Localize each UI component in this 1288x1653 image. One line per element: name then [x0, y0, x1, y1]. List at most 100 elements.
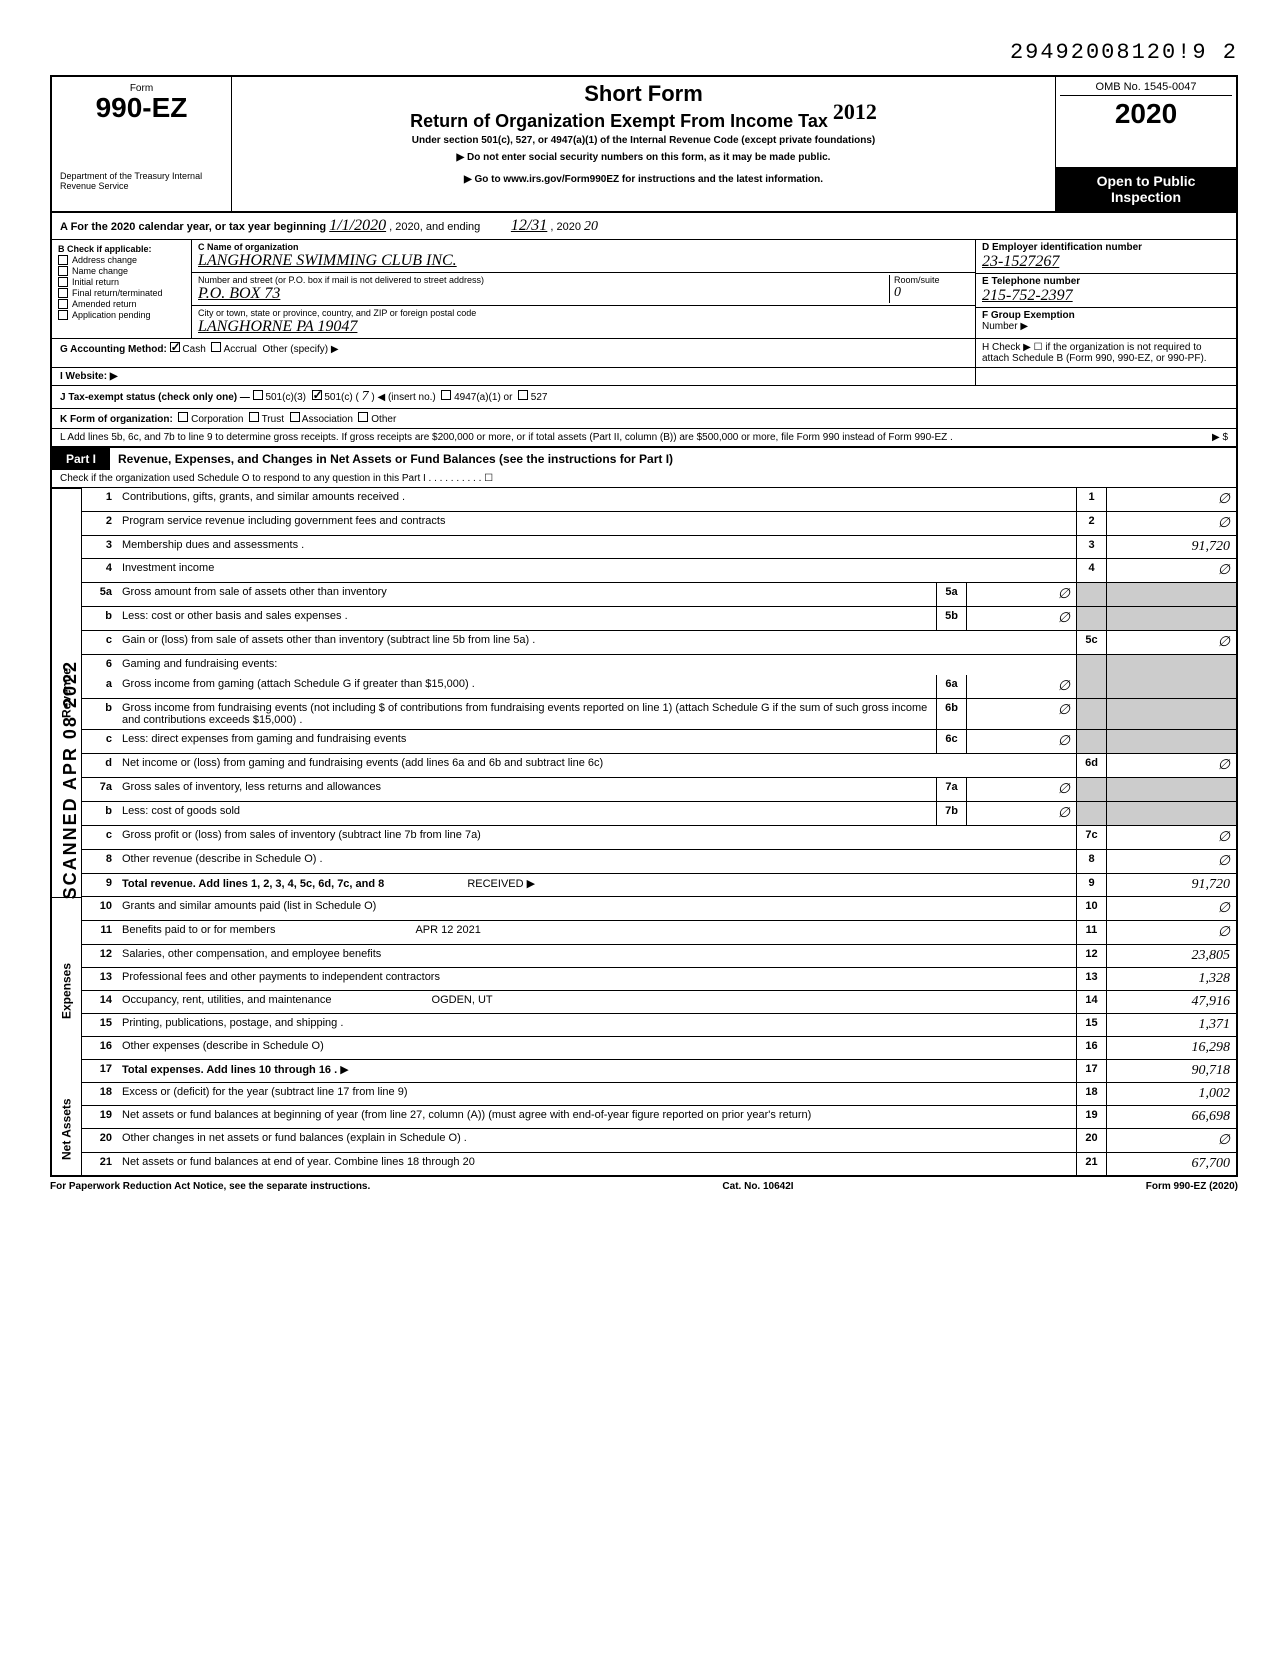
- rv-20: ∅: [1106, 1129, 1236, 1152]
- ld-15: Printing, publications, postage, and shi…: [118, 1014, 1076, 1036]
- form-number: 990-EZ: [60, 92, 223, 124]
- b-header: B Check if applicable:: [58, 244, 152, 254]
- j-opt1: 501(c)(3): [265, 392, 306, 403]
- ld-14: Occupancy, rent, utilities, and maintena…: [122, 994, 332, 1006]
- checkbox-association[interactable]: [290, 412, 300, 422]
- rn-5c: 5c: [1076, 631, 1106, 654]
- ld-5b: Less: cost or other basis and sales expe…: [118, 607, 936, 630]
- form-number-cell: Form 990-EZ: [52, 77, 232, 167]
- rn-7a-shade: [1076, 778, 1106, 801]
- ld-7a: Gross sales of inventory, less returns a…: [118, 778, 936, 801]
- j-opt2val: 7: [362, 389, 369, 404]
- form-warn2-cell: ▶ Go to www.irs.gov/Form990EZ for instru…: [232, 167, 1056, 211]
- rn-12: 12: [1076, 945, 1106, 967]
- b-item-0: Address change: [72, 255, 137, 265]
- k-opt1: Trust: [262, 414, 284, 425]
- ln-14: 14: [82, 991, 118, 1013]
- iv-6b: ∅: [966, 699, 1076, 729]
- rv-7c: ∅: [1106, 826, 1236, 849]
- ln-6: 6: [82, 655, 118, 675]
- ld-18: Excess or (deficit) for the year (subtra…: [118, 1083, 1076, 1105]
- ln-5b: b: [82, 607, 118, 630]
- col-c: C Name of organization LANGHORNE SWIMMIN…: [192, 240, 976, 338]
- checkbox-501c3[interactable]: [253, 390, 263, 400]
- f-label2: Number ▶: [982, 321, 1028, 332]
- rn-4: 4: [1076, 559, 1106, 582]
- f-label: F Group Exemption: [982, 310, 1075, 321]
- ln-21: 21: [82, 1153, 118, 1175]
- rn-18: 18: [1076, 1083, 1106, 1105]
- in-7a: 7a: [936, 778, 966, 801]
- rv-6c-shade: [1106, 730, 1236, 753]
- j-opt2after: ) ◀ (insert no.): [371, 392, 435, 403]
- j-opt3: 4947(a)(1) or: [454, 392, 512, 403]
- checkbox-corporation[interactable]: [178, 412, 188, 422]
- rn-11: 11: [1076, 921, 1106, 944]
- ln-19: 19: [82, 1106, 118, 1128]
- checkbox-initial-return[interactable]: [58, 277, 68, 287]
- ln-2: 2: [82, 512, 118, 535]
- k-opt2: Association: [302, 414, 353, 425]
- rv-21: 67,700: [1106, 1153, 1236, 1175]
- checkbox-501c[interactable]: [312, 390, 322, 400]
- rn-19: 19: [1076, 1106, 1106, 1128]
- checkbox-trust[interactable]: [249, 412, 259, 422]
- rn-3: 3: [1076, 536, 1106, 558]
- ld-5a: Gross amount from sale of assets other t…: [118, 583, 936, 606]
- row-l: L Add lines 5b, 6c, and 7b to line 9 to …: [50, 429, 1238, 448]
- form-subtitle: Return of Organization Exempt From Incom…: [240, 107, 1047, 133]
- ld-6: Gaming and fundraising events:: [118, 655, 1076, 675]
- line-a-endyear-hand: 20: [584, 219, 598, 234]
- line-a-end: 12/31: [511, 217, 547, 234]
- checkbox-name-change[interactable]: [58, 266, 68, 276]
- rv-1: ∅: [1106, 488, 1236, 511]
- rv-5a-shade: [1106, 583, 1236, 606]
- handwritten-year: 2012: [833, 99, 877, 124]
- g-label: G Accounting Method:: [60, 344, 167, 355]
- rv-14: 47,916: [1106, 991, 1236, 1013]
- phone-value: 215-752-2397: [982, 287, 1073, 304]
- omb-cell: OMB No. 1545-0047 20202020: [1056, 77, 1236, 167]
- row-i: I Website: ▶: [52, 368, 976, 385]
- org-room: 0: [894, 285, 969, 301]
- rn-7c: 7c: [1076, 826, 1106, 849]
- checkbox-amended-return[interactable]: [58, 299, 68, 309]
- ld-8: Other revenue (describe in Schedule O) .: [118, 850, 1076, 873]
- ld-12: Salaries, other compensation, and employ…: [118, 945, 1076, 967]
- line-a: A For the 2020 calendar year, or tax yea…: [50, 213, 1238, 240]
- rn-16: 16: [1076, 1037, 1106, 1059]
- part-i-title: Revenue, Expenses, and Changes in Net As…: [118, 452, 673, 466]
- part-i-label: Part I: [52, 448, 110, 470]
- d-label: D Employer identification number: [982, 242, 1142, 253]
- checkbox-address-change[interactable]: [58, 255, 68, 265]
- open-public: Open to Public Inspection: [1056, 167, 1236, 211]
- footer-left: For Paperwork Reduction Act Notice, see …: [50, 1181, 370, 1192]
- omb-number: OMB No. 1545-0047: [1060, 81, 1232, 96]
- ld-20: Other changes in net assets or fund bala…: [118, 1129, 1076, 1152]
- rv-13: 1,328: [1106, 968, 1236, 990]
- checkbox-application-pending[interactable]: [58, 310, 68, 320]
- ld-10: Grants and similar amounts paid (list in…: [118, 897, 1076, 920]
- c-header: C Name of organization: [198, 242, 299, 252]
- col-b: B Check if applicable: Address change Na…: [52, 240, 192, 338]
- checkbox-accrual[interactable]: [211, 342, 221, 352]
- ln-7a: 7a: [82, 778, 118, 801]
- checkbox-cash[interactable]: [170, 342, 180, 352]
- checkbox-4947[interactable]: [441, 390, 451, 400]
- ln-18: 18: [82, 1083, 118, 1105]
- in-6a: 6a: [936, 675, 966, 698]
- tax-year: 20202020: [1060, 98, 1232, 130]
- checkbox-final-return[interactable]: [58, 288, 68, 298]
- checkbox-527[interactable]: [518, 390, 528, 400]
- l-text: L Add lines 5b, 6c, and 7b to line 9 to …: [60, 432, 953, 443]
- b-item-4: Amended return: [72, 299, 137, 309]
- iv-5a: ∅: [966, 583, 1076, 606]
- checkbox-other[interactable]: [358, 412, 368, 422]
- rn-9: 9: [1076, 874, 1106, 896]
- rn-1: 1: [1076, 488, 1106, 511]
- rv-6a-shade: [1106, 675, 1236, 698]
- rv-7b-shade: [1106, 802, 1236, 825]
- rn-6d: 6d: [1076, 754, 1106, 777]
- rn-7b-shade: [1076, 802, 1106, 825]
- org-address: P.O. BOX 73: [198, 285, 889, 303]
